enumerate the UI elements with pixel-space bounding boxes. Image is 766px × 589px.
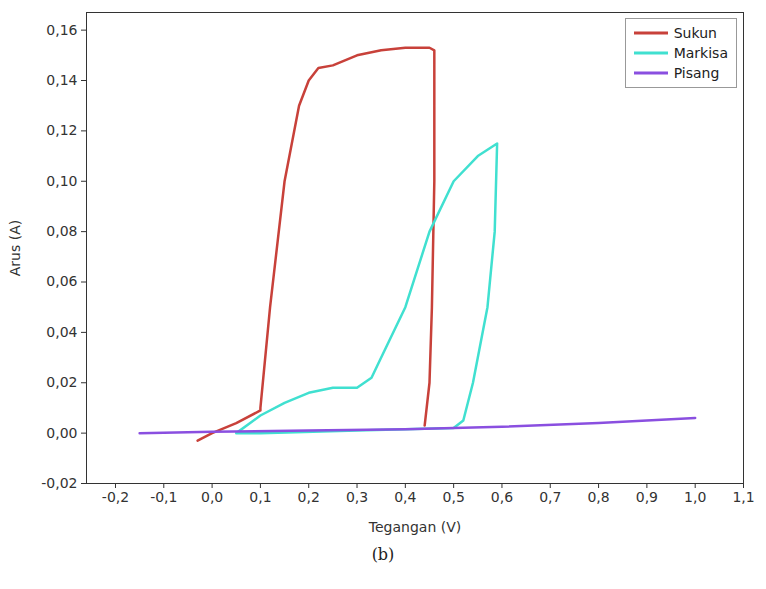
html-text:Markisa: Markisa (673, 45, 728, 61)
svg-text:1,0: 1,0 (684, 489, 706, 505)
svg-text:0,8: 0,8 (587, 489, 609, 505)
svg-text:0,0: 0,0 (201, 489, 223, 505)
svg-text:0,04: 0,04 (46, 324, 77, 340)
svg-text:1,1: 1,1 (732, 489, 754, 505)
svg-text:0,5: 0,5 (443, 489, 465, 505)
svg-text:Tegangan (V): Tegangan (V) (368, 519, 461, 535)
svg-text:-0,1: -0,1 (150, 489, 177, 505)
svg-text:0,12: 0,12 (46, 122, 77, 138)
html-text:(b): (b) (371, 545, 395, 564)
svg-text:0,08: 0,08 (46, 223, 77, 239)
svg-text:0,06: 0,06 (46, 273, 77, 289)
svg-text:0,9: 0,9 (636, 489, 658, 505)
svg-text:0,16: 0,16 (46, 22, 77, 38)
svg-text:0,10: 0,10 (46, 173, 77, 189)
svg-text:0,7: 0,7 (539, 489, 561, 505)
svg-text:0,00: 0,00 (46, 425, 77, 441)
svg-text:0,6: 0,6 (491, 489, 513, 505)
svg-text:0,14: 0,14 (46, 72, 77, 88)
html-text:Pisang: Pisang (673, 65, 720, 81)
html-text:Sukun: Sukun (673, 25, 717, 41)
svg-text:Arus (A): Arus (A) (7, 220, 23, 276)
svg-text:-0,02: -0,02 (41, 475, 77, 491)
svg-text:0,4: 0,4 (394, 489, 416, 505)
svg-text:0,3: 0,3 (346, 489, 368, 505)
svg-text:0,02: 0,02 (46, 374, 77, 390)
svg-text:-0,2: -0,2 (102, 489, 129, 505)
svg-text:0,2: 0,2 (298, 489, 320, 505)
svg-text:0,1: 0,1 (249, 489, 271, 505)
